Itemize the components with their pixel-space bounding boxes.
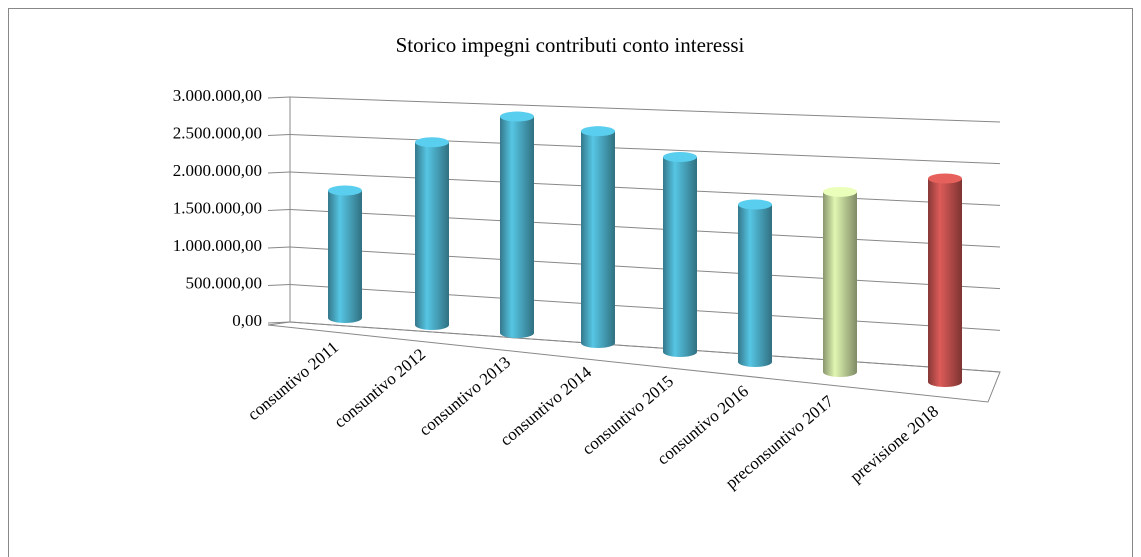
y-tick-mark xyxy=(267,134,291,136)
y-tick-mark xyxy=(267,321,291,324)
chart-title: Storico impegni contributi conto interes… xyxy=(396,33,745,57)
bar-top xyxy=(928,173,962,184)
y-tick-label: 3.000.000,00 xyxy=(173,86,262,105)
bar xyxy=(823,191,857,372)
y-tick-label: 2.500.000,00 xyxy=(173,123,262,142)
y-tick-mark xyxy=(267,96,291,99)
y-tick-label: 2.000.000,00 xyxy=(173,161,262,180)
y-tick-label: 1.000.000,00 xyxy=(173,236,262,255)
bar-top xyxy=(328,185,362,196)
grid-line xyxy=(289,96,1001,123)
grid-line xyxy=(289,209,1001,248)
bar-top xyxy=(738,199,772,210)
bar-top xyxy=(415,137,449,148)
bar xyxy=(415,142,449,325)
bar xyxy=(328,190,362,318)
y-tick-label: 0,00 xyxy=(232,311,262,330)
y-tick-label: 500.000,00 xyxy=(186,273,263,292)
bar-top xyxy=(663,151,697,162)
grid-line xyxy=(289,284,1001,331)
y-tick-label: 1.500.000,00 xyxy=(173,198,262,217)
bar-top xyxy=(581,126,615,137)
bar-top xyxy=(500,111,534,122)
y-tick-mark xyxy=(267,209,291,211)
bar xyxy=(581,131,615,343)
grid-line xyxy=(289,321,1001,373)
y-tick-mark xyxy=(267,246,291,249)
bar xyxy=(928,178,962,382)
grid-line xyxy=(289,171,1001,206)
bar xyxy=(500,116,534,333)
grid-line xyxy=(289,246,1001,290)
y-tick-mark xyxy=(267,171,291,174)
bar-top xyxy=(823,186,857,197)
grid-line xyxy=(289,134,1001,165)
bar xyxy=(738,204,772,362)
bar xyxy=(663,156,697,352)
y-tick-mark xyxy=(267,284,291,286)
